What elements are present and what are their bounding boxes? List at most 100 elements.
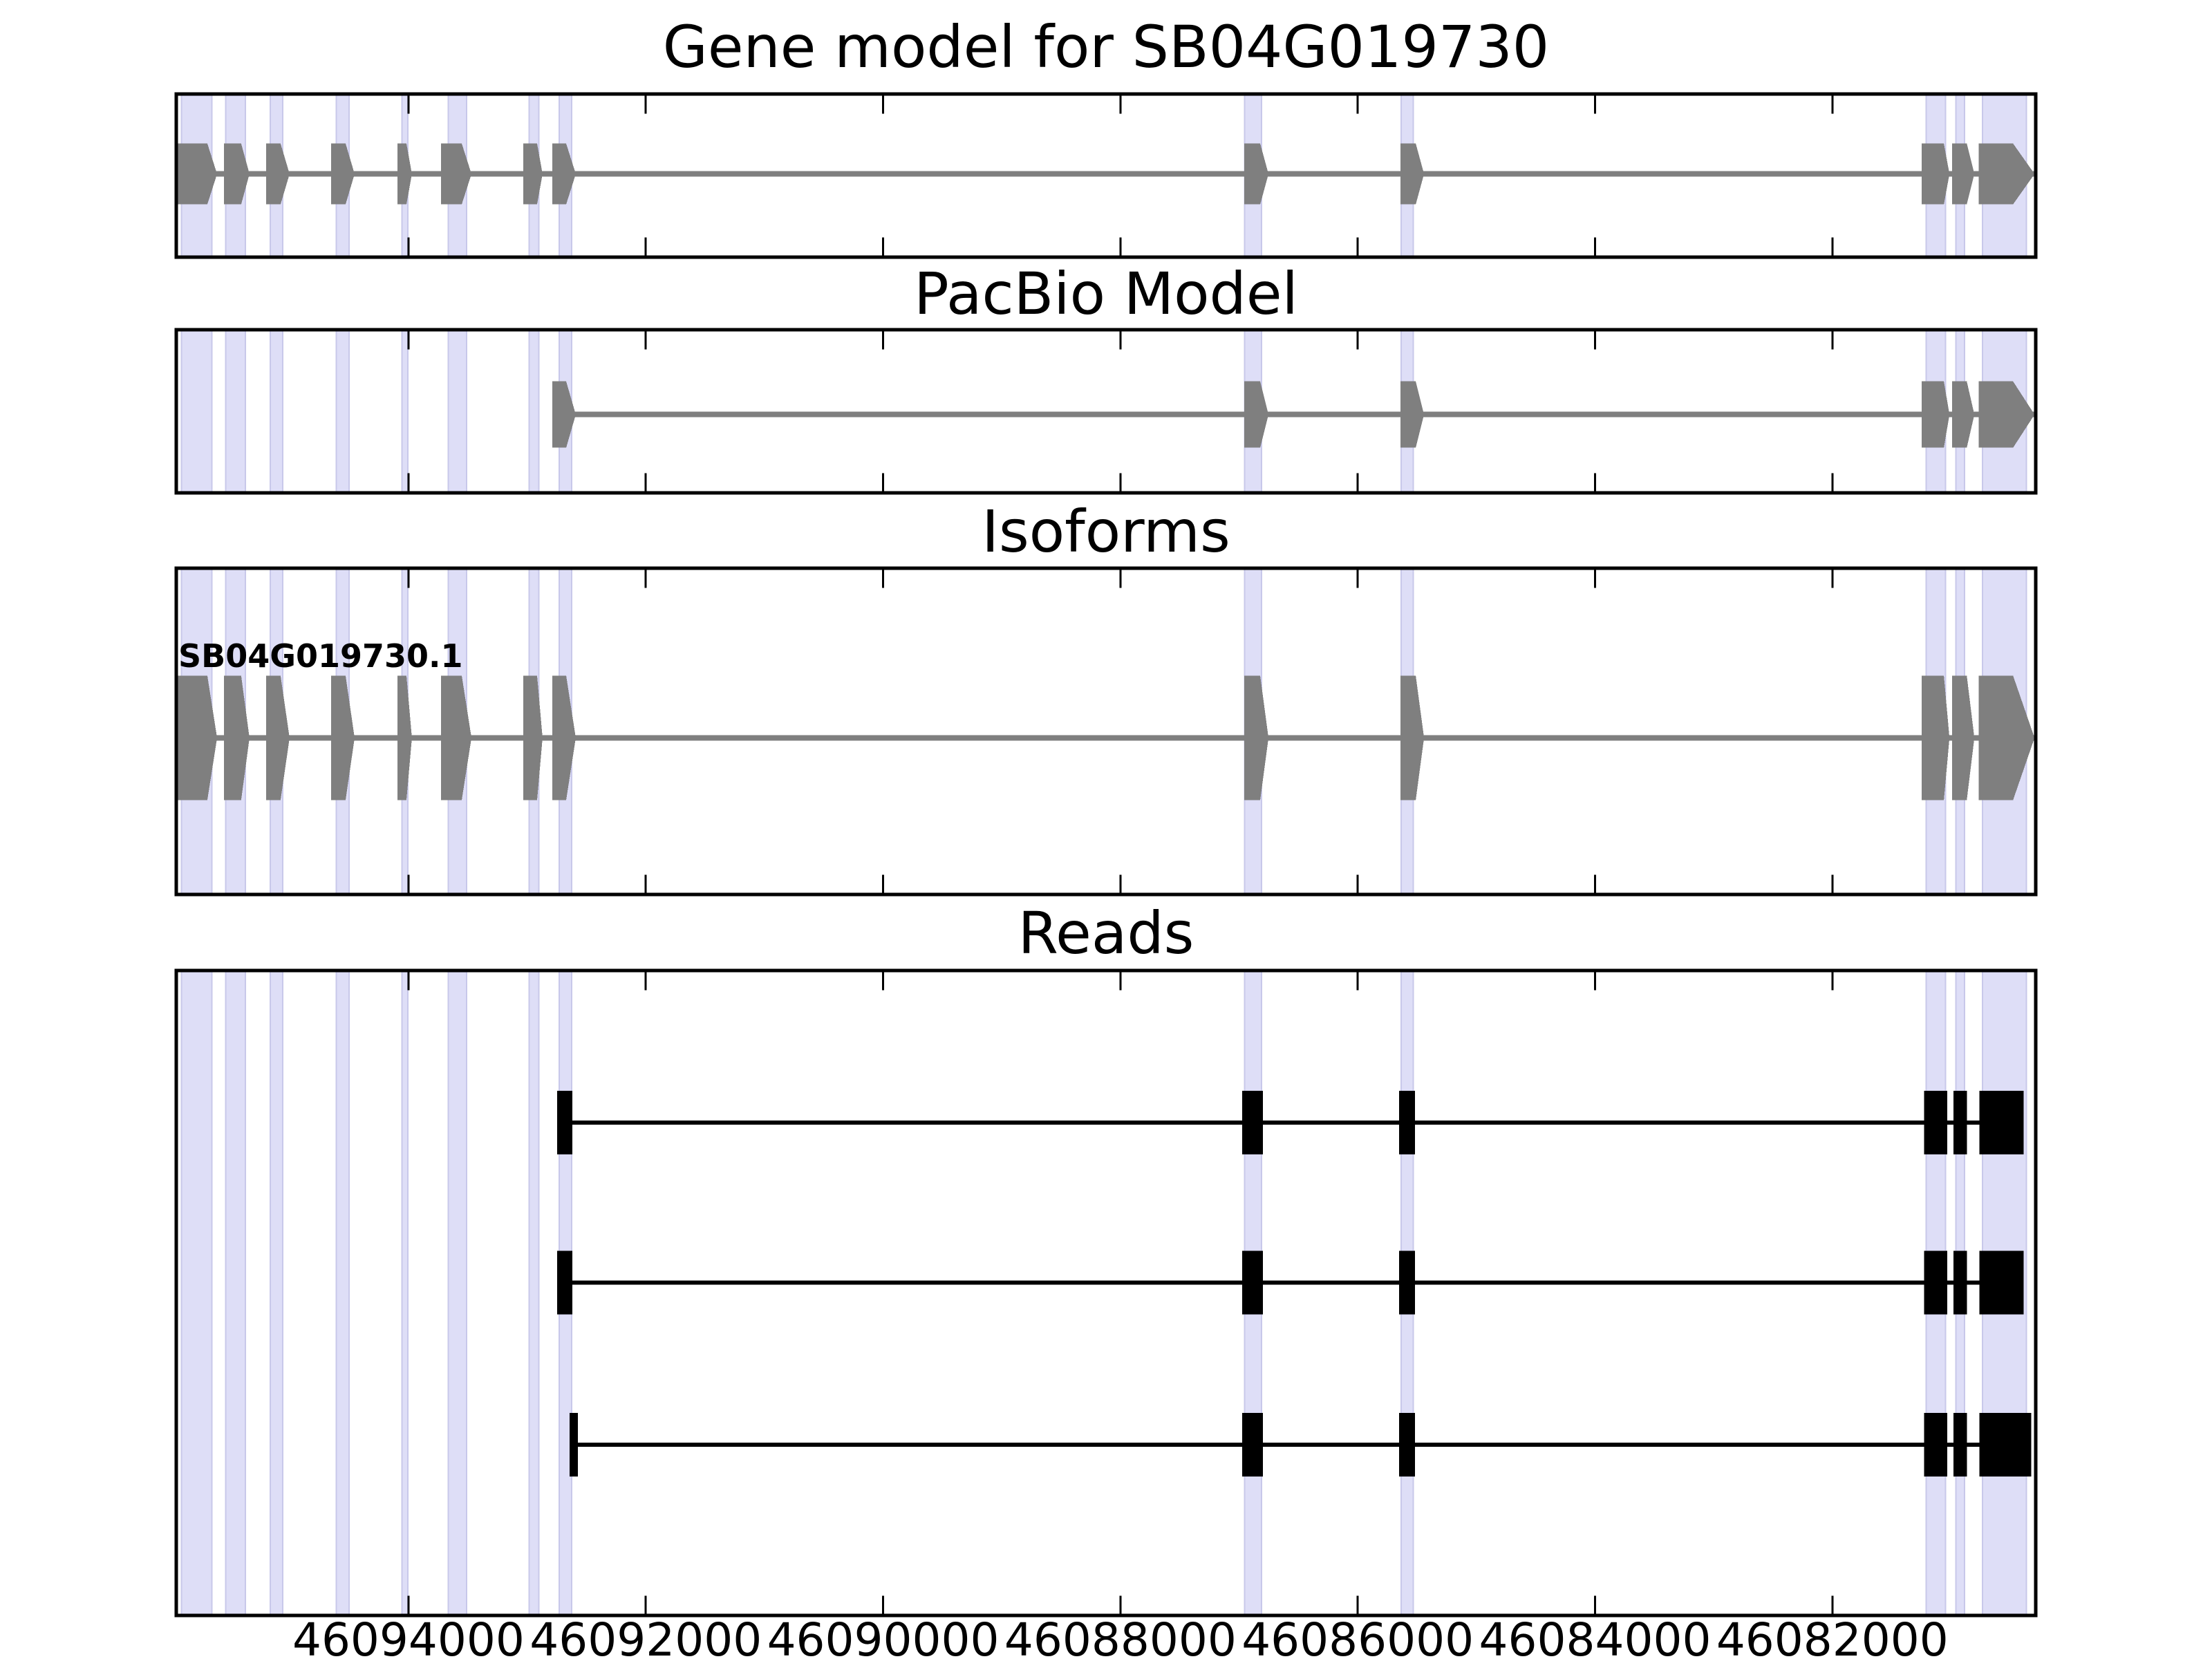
exon-block [331,143,346,205]
exon-arrow-tip [566,143,576,205]
exon-arrow-tip [280,143,290,205]
exon-highlight-stripe [528,331,540,491]
read-exon-block [1924,1250,1948,1315]
exon-highlight-stripe [270,331,283,491]
read-exon-block [1953,1091,1967,1155]
axis-tick-mark [1356,473,1359,491]
exon-block [1400,675,1416,800]
exon-block [224,675,241,800]
exon-highlight-stripe [270,972,283,1614]
exon-highlight-stripe-edge [281,331,283,491]
panel-frame [174,968,2038,1618]
exon-highlight-stripe-edge [225,331,227,491]
exon-arrow-tip [1944,381,1950,448]
exon-highlight-stripe-edge [406,972,409,1614]
exon-arrow-tip [241,675,250,800]
exon-arrow-tip [1944,143,1950,205]
exon-arrow-tip [462,143,472,205]
exon-highlight-stripe [447,972,467,1614]
exon-highlight-stripe [335,331,350,491]
axis-tick-mark [644,570,647,588]
axis-tick-mark [1593,331,1596,350]
exon-highlight-stripe-edge [348,331,350,491]
axis-tick-mark [1831,95,1834,114]
axis-tick-mark [1356,237,1359,256]
exon-arrow-tip [207,143,218,205]
axis-tick-mark [1356,972,1359,991]
exon-arrow-tip [566,381,576,448]
exon-highlight-stripe-edge [281,972,283,1614]
read-exon-block [1242,1091,1264,1155]
panel-frame [174,566,2038,897]
exon-block [397,143,407,205]
x-tick-label: 46088000 [1004,1613,1237,1659]
exon-arrow-tip [1967,143,1975,205]
x-tick-label: 46084000 [1479,1613,1712,1659]
exon-arrow-tip [1260,675,1269,800]
exon-arrow-tip [1260,381,1269,448]
axis-tick-mark [1831,1595,1834,1614]
exon-arrow-tip [537,675,543,800]
x-tick-label: 46082000 [1716,1613,1949,1659]
axis-tick-mark [407,570,410,588]
axis-tick-mark [1593,95,1596,114]
exon-arrow-tip [566,675,576,800]
exon-highlight-stripe [180,331,213,491]
exon-highlight-stripe-edge [244,972,246,1614]
axis-tick-mark [644,331,647,350]
axis-tick-mark [882,1595,885,1614]
exon-block [523,143,538,205]
exon-block [1922,675,1944,800]
exon-highlight-stripe-edge [401,972,403,1614]
exon-arrow-tip [345,675,355,800]
read-line [557,1280,2024,1285]
exon-block [440,143,462,205]
axis-tick-mark [882,95,885,114]
axis-tick-mark [1593,972,1596,991]
axis-tick-mark [1119,237,1122,256]
exon-block [1978,675,2014,800]
axis-tick-mark [407,972,410,991]
exon-arrow-tip [1260,143,1269,205]
exon-highlight-stripe-edge [225,972,227,1614]
axis-tick-mark [407,473,410,491]
axis-tick-mark [882,570,885,588]
exon-highlight-stripe [335,972,350,1614]
axis-tick-mark [1356,331,1359,350]
exon-block [552,143,567,205]
axis-tick-mark [882,237,885,256]
intron-line [178,735,2035,741]
axis-tick-mark [644,95,647,114]
axis-tick-mark [1119,1595,1122,1614]
axis-tick-mark [882,473,885,491]
axis-tick-mark [644,1595,647,1614]
axis-tick-mark [1593,473,1596,491]
read-exon-block [1953,1250,1967,1315]
axis-tick-mark [1119,95,1122,114]
exon-arrow-tip [2013,675,2035,800]
exon-block [331,675,346,800]
exon-block [265,675,281,800]
exon-arrow-tip [207,675,218,800]
axis-tick-mark [1356,1595,1359,1614]
exon-highlight-stripe-edge [401,331,403,491]
exon-highlight-stripe-edge [335,972,337,1614]
exon-block [552,675,567,800]
axis-tick-mark [1356,95,1359,114]
exon-arrow-tip [2013,381,2035,448]
read-exon-block [1924,1412,1948,1477]
read-exon-block [1979,1250,2024,1315]
exon-arrow-tip [1967,381,1975,448]
exon-highlight-stripe-edge [528,331,530,491]
read-exon-block [1399,1250,1416,1315]
read-exon-block [1242,1412,1264,1477]
exon-highlight-stripe-edge [538,331,540,491]
axis-tick-mark [644,237,647,256]
axis-tick-mark [1593,874,1596,893]
read-exon-block [1399,1091,1416,1155]
exon-highlight-stripe-edge [270,972,272,1614]
exon-block [1400,381,1416,448]
panel-title-isoforms: Isoforms [982,498,1230,565]
exon-block [1400,143,1416,205]
